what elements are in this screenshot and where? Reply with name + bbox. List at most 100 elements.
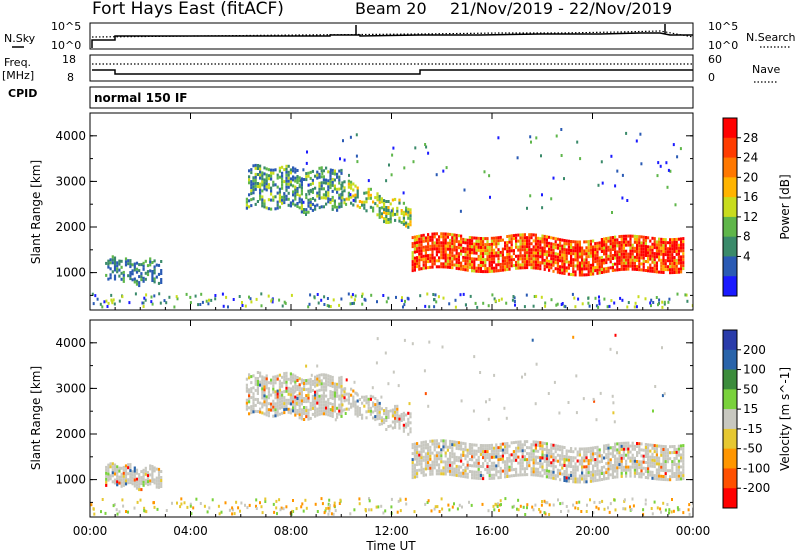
velocity-cell [629, 471, 632, 475]
power-cell [504, 265, 507, 269]
velocity-cell [281, 396, 284, 400]
power-cell [278, 199, 281, 203]
power-cell [420, 237, 423, 241]
velocity-cell [510, 462, 513, 466]
power-cell [259, 194, 262, 198]
velocity-cell [647, 452, 650, 456]
velocity-cell [618, 448, 621, 452]
power-cell [418, 237, 421, 241]
power-cell [521, 260, 524, 264]
velocity-cell [113, 472, 117, 476]
velocity-cell [444, 442, 447, 446]
nsearch-tick-bottom: 10^0 [708, 39, 738, 52]
power-cell [484, 264, 487, 268]
power-cell [501, 268, 504, 272]
power-cell [250, 300, 253, 304]
power-cell [411, 251, 414, 255]
power-cell [603, 246, 606, 250]
power-cell [560, 154, 563, 157]
velocity-cell [653, 465, 656, 469]
velocity-cell [431, 451, 434, 455]
power-cell [519, 236, 522, 240]
power-cell [468, 248, 471, 251]
velocity-cell [272, 384, 275, 388]
power-cell [620, 258, 623, 262]
power-cell [451, 248, 454, 252]
velocity-cell [416, 460, 419, 464]
power-cell [490, 266, 493, 270]
power-cell [116, 270, 119, 274]
power-cell [634, 301, 637, 305]
power-cell [633, 264, 636, 268]
power-cell [473, 257, 476, 261]
velocity-cell [276, 374, 279, 378]
power-cell [682, 267, 685, 271]
velocity-cell [396, 416, 399, 420]
velocity-cell [545, 457, 548, 461]
velocity-cell [574, 447, 577, 451]
power-cell [653, 261, 656, 265]
velocity-cell [122, 480, 125, 484]
velocity-cell [333, 391, 336, 395]
velocity-colorbar-frame [722, 329, 738, 509]
power-cell [660, 270, 663, 274]
power-cell [499, 235, 502, 239]
velocity-cell [607, 467, 610, 471]
power-cell [129, 262, 132, 266]
velocity-cell [482, 477, 485, 481]
power-cell [519, 242, 522, 246]
power-cell [506, 259, 509, 262]
velocity-cell [625, 459, 628, 463]
power-cell [283, 195, 286, 199]
power-cell [468, 236, 471, 239]
velocity-cell [339, 498, 342, 502]
freq-panel: Freq. [MHz] 18 8 60 0 Nave CPID [2, 53, 780, 100]
velocity-cell [616, 460, 619, 464]
power-cell [532, 257, 535, 261]
velocity-cell [475, 458, 478, 462]
velocity-cell [278, 412, 281, 416]
power-cell [570, 273, 573, 276]
power-cell [629, 234, 632, 238]
velocity-cell [311, 397, 314, 401]
velocity-cell [477, 449, 480, 453]
velocity-cell [490, 449, 493, 453]
velocity-cell [664, 445, 667, 449]
velocity-cell [644, 498, 647, 502]
power-cell [289, 183, 292, 187]
velocity-cell [539, 471, 542, 475]
velocity-cell [322, 376, 325, 380]
velocity-cell [329, 393, 332, 397]
velocity-cell [133, 469, 136, 473]
power-cell [385, 179, 388, 183]
power-cell [374, 202, 377, 206]
power-cell [605, 240, 608, 244]
velocity-cell [607, 458, 610, 462]
power-cell [347, 185, 350, 189]
velocity-cell [248, 391, 251, 395]
velocity-cell [116, 483, 119, 487]
velocity-cell [572, 335, 575, 339]
velocity-cell [565, 473, 568, 477]
power-cell [122, 276, 125, 280]
power-cell [541, 252, 544, 256]
power-cell [276, 191, 279, 195]
power-cell [600, 241, 603, 244]
velocity-cell [394, 416, 397, 420]
power-cell [653, 243, 656, 247]
velocity-cell [578, 480, 581, 484]
power-cell [259, 164, 262, 168]
power-cell [298, 183, 301, 187]
power-cell [686, 299, 689, 303]
power-cell [416, 256, 419, 260]
velocity-cell [116, 480, 119, 484]
velocity-cell [581, 462, 584, 466]
power-cell [140, 275, 143, 279]
velocity-cell [545, 448, 548, 452]
velocity-cell [144, 469, 147, 473]
velocity-cell [633, 459, 636, 463]
velocity-cell [521, 449, 524, 453]
velocity-cell [614, 448, 617, 452]
power-cell [664, 250, 667, 254]
power-cell [189, 301, 192, 305]
